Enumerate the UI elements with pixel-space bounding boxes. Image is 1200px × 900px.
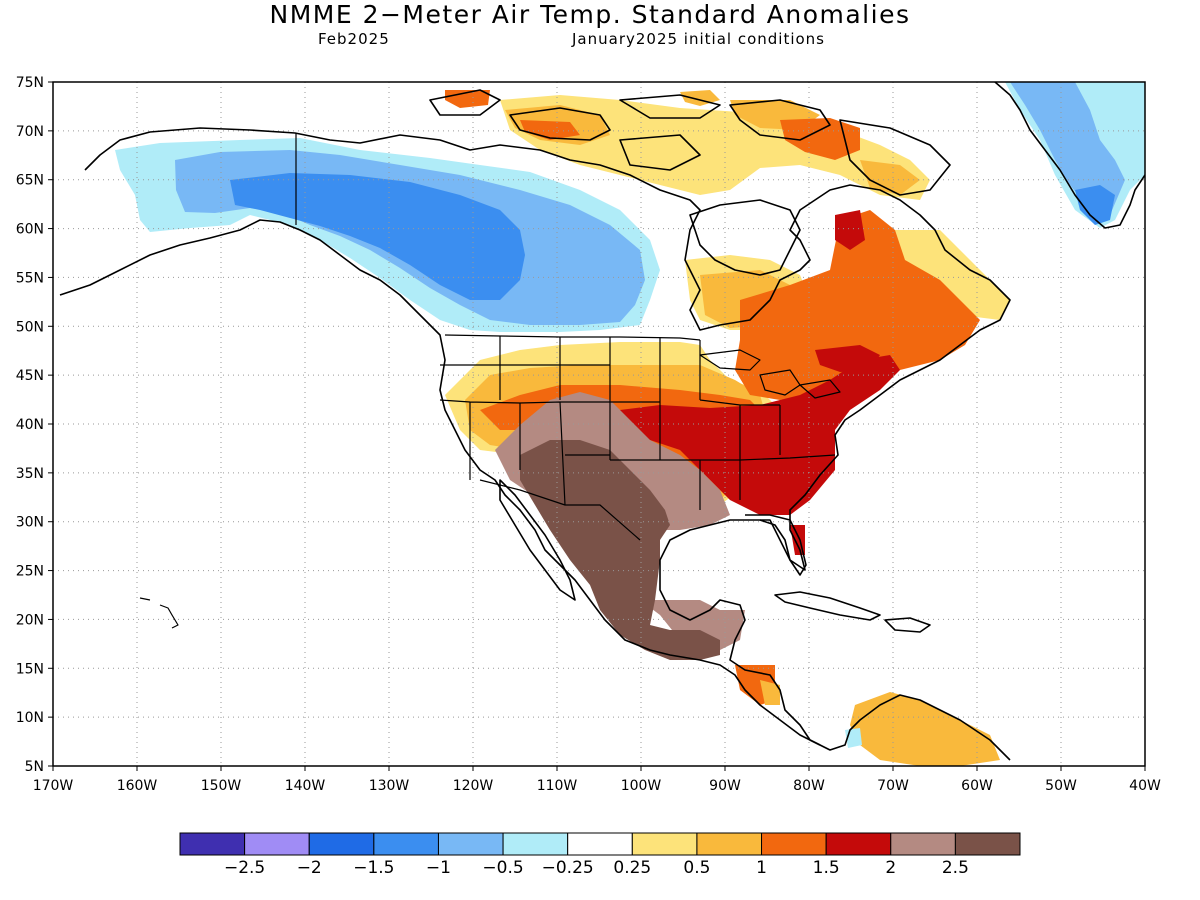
lat-tick-label: 10N	[16, 710, 44, 726]
colorbar-swatch	[954, 832, 1021, 856]
lat-tick-label: 50N	[16, 319, 44, 335]
anomaly-region-caribbean-warm	[850, 692, 1000, 766]
coastline-cuba	[774, 591, 881, 621]
colorbar-swatch	[179, 832, 246, 856]
lat-tick-label: 75N	[16, 75, 44, 91]
lon-tick-label: 50W	[1045, 778, 1077, 794]
coastline-north-america	[84, 127, 1011, 761]
colorbar-label: 1.5	[813, 858, 840, 878]
lat-tick-label: 70N	[16, 124, 44, 140]
lat-tick-label: 40N	[16, 417, 44, 433]
anomaly-region-eastern-canada-warm	[735, 210, 980, 400]
coastline-greenland	[994, 82, 1145, 229]
coastline-hudson-bay	[689, 199, 801, 276]
colorbar-label: 2	[885, 858, 896, 878]
map-title: NMME 2−Meter Air Temp. Standard Anomalie…	[269, 0, 911, 29]
colorbar-label: −1	[426, 858, 451, 878]
colorbar-swatch	[308, 832, 375, 856]
lon-tick-label: 100W	[621, 778, 662, 794]
anomaly-region-northwest-territories-cool	[230, 173, 525, 300]
lat-tick-label: 5N	[25, 759, 44, 775]
colorbar	[179, 832, 1021, 856]
colorbar-label: −0.25	[542, 858, 594, 878]
colorbar-swatch	[631, 832, 698, 856]
anomaly-region-arctic-islands-orange	[505, 90, 920, 195]
coastline-hispaniola	[884, 617, 931, 633]
colorbar-label: 1	[756, 858, 767, 878]
lon-tick-label: 80W	[793, 778, 825, 794]
colorbar-swatch	[825, 832, 892, 856]
lon-tick-label: 150W	[201, 778, 242, 794]
lon-tick-label: 120W	[453, 778, 494, 794]
lon-tick-label: 160W	[117, 778, 158, 794]
great-lakes-outline	[699, 349, 841, 399]
lat-tick-label: 15N	[16, 661, 44, 677]
colorbar-swatch	[890, 832, 956, 856]
colorbar-label: 0.25	[613, 858, 651, 878]
latitude-axis: 75N 70N 65N 60N 55N 50N 45N 40N 35N 30N 25N 20N 15N 1…	[16, 75, 53, 775]
colorbar-label: 2.5	[942, 858, 969, 878]
lon-tick-label: 130W	[369, 778, 410, 794]
colorbar-swatch	[373, 832, 439, 856]
anomaly-region-baffin-warm	[445, 90, 860, 160]
colorbar-swatch	[437, 832, 504, 856]
colorbar-label: −2.5	[224, 858, 265, 878]
lon-tick-label: 90W	[709, 778, 741, 794]
lat-tick-label: 20N	[16, 612, 44, 628]
colorbar-swatch	[567, 832, 633, 856]
lat-tick-label: 45N	[16, 368, 44, 384]
anomaly-region-quebec-warm	[815, 210, 880, 372]
lon-tick-label: 60W	[961, 778, 993, 794]
anomaly-region-southwest-us-mexico-warm	[520, 440, 720, 660]
coastline-florida	[745, 514, 807, 576]
colorbar-swatch	[502, 832, 569, 856]
forecast-month: Feb2025	[318, 30, 390, 48]
colorbar-label: 0.5	[683, 858, 710, 878]
us-mexico-border	[479, 479, 641, 541]
anomaly-region-greenland-inner	[1010, 82, 1125, 215]
coastline-hawaii	[139, 597, 179, 629]
longitude-axis: 170W 160W 150W 140W 130W 120W 110W 100W 90W 80W 70…	[33, 766, 1161, 794]
anomaly-fill-layer	[115, 82, 1145, 766]
colorbar-swatch	[244, 832, 310, 856]
lat-lon-grid	[53, 82, 1145, 766]
lon-tick-label: 70W	[877, 778, 909, 794]
colorbar-labels: −2.5 −2 −1.5 −1 −0.5 −0.25 0.25 0.5 1 1.5 2 2.5	[224, 858, 969, 878]
colorbar-swatch	[696, 832, 763, 856]
lon-tick-label: 170W	[33, 778, 74, 794]
lon-tick-label: 110W	[537, 778, 578, 794]
anomaly-region-greenland-core	[1075, 185, 1115, 225]
lat-tick-label: 25N	[16, 564, 44, 580]
coastline-baja	[499, 479, 576, 601]
anomaly-region-central-america-yellow	[760, 680, 780, 705]
colorbar-swatch	[761, 832, 827, 856]
state-border-49th-parallel	[444, 334, 701, 341]
lat-tick-label: 30N	[16, 515, 44, 531]
colorbar-label: −1.5	[353, 858, 394, 878]
lon-tick-label: 140W	[285, 778, 326, 794]
lon-tick-label: 40W	[1129, 778, 1161, 794]
colorbar-label: −2	[297, 858, 322, 878]
anomaly-region-arctic-islands-warm	[500, 95, 930, 200]
initial-conditions-label: January2025 initial conditions	[572, 30, 825, 48]
lat-tick-label: 65N	[16, 173, 44, 189]
state-borders-west	[439, 336, 836, 510]
lat-tick-label: 60N	[16, 222, 44, 238]
lat-tick-label: 55N	[16, 270, 44, 286]
coastline-arctic-islands	[429, 89, 951, 196]
coastline-pacific	[59, 219, 821, 746]
colorbar-label: −0.5	[482, 858, 523, 878]
coastline-layer	[59, 82, 1145, 761]
lat-tick-label: 35N	[16, 466, 44, 482]
